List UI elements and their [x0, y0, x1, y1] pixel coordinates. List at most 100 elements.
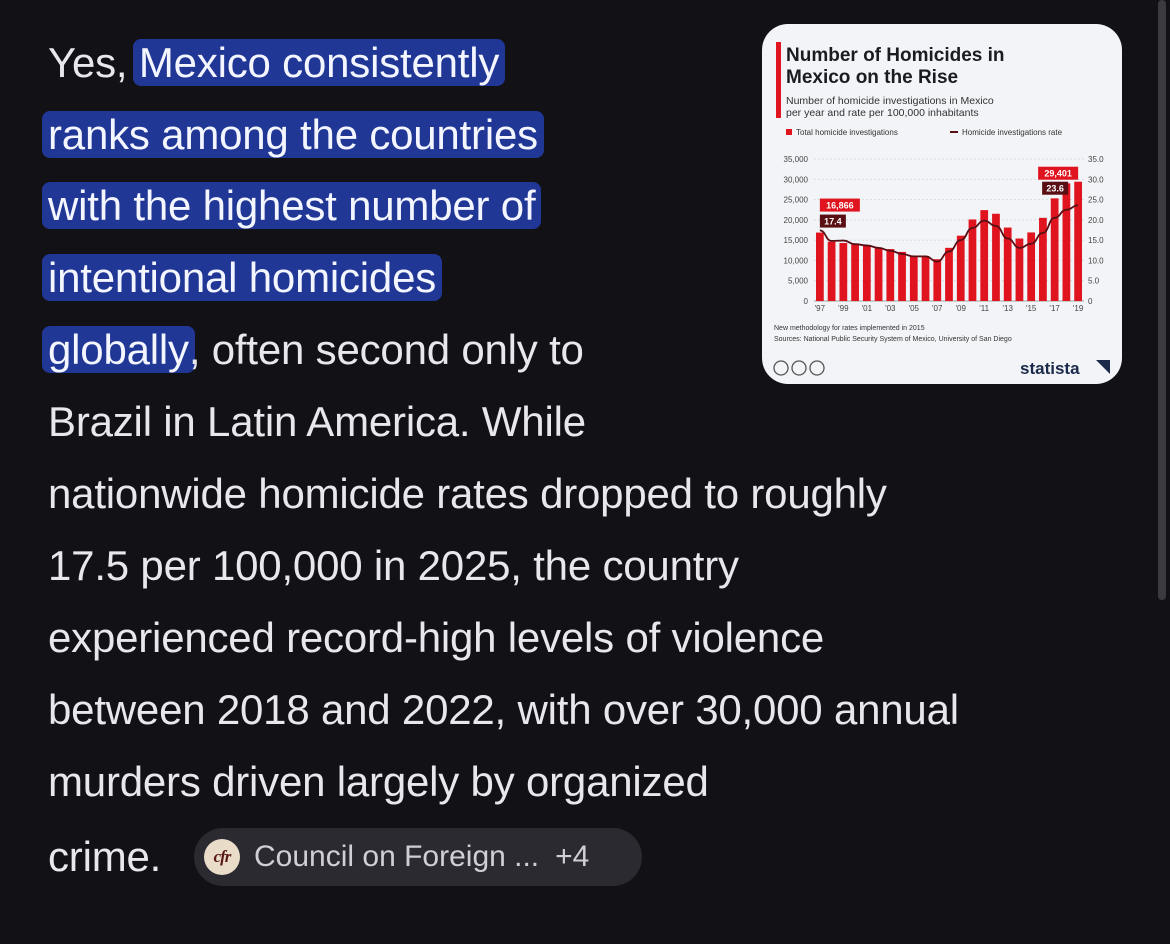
x-tick-label: '15 [1026, 304, 1037, 313]
answer-text: Yes, [48, 39, 139, 86]
svg-text:23.6: 23.6 [1046, 184, 1064, 194]
answer-text: , often second only to [188, 326, 584, 373]
annotation-first-count: 16,866 [819, 198, 860, 212]
answer-line: murders driven largely by organized [48, 758, 709, 805]
bar [851, 244, 859, 301]
x-tick-label: '99 [838, 304, 849, 313]
chart-subtitle-line2: per year and rate per 100,000 inhabitant… [786, 107, 979, 119]
y-tick-label-right: 30.0 [1088, 175, 1104, 184]
y-tick-label-left: 0 [804, 297, 809, 306]
highlighted-text[interactable]: intentional homicides [42, 254, 443, 301]
homicide-chart: Number of Homicides in Mexico on the Ris… [773, 42, 1110, 378]
bar [874, 247, 883, 301]
highlighted-text[interactable]: with the highest number of [42, 182, 542, 229]
highlighted-text[interactable]: Mexico consistently [132, 39, 506, 86]
y-tick-label-left: 10,000 [784, 256, 809, 265]
answer-line: nationwide homicide rates dropped to rou… [48, 470, 887, 517]
y-tick-label-right: 15.0 [1088, 236, 1104, 245]
title-accent-bar [776, 42, 781, 118]
bar [839, 242, 848, 301]
y-tick-label-left: 35,000 [784, 155, 809, 164]
y-tick-label-left: 25,000 [784, 196, 809, 205]
answer-line: with the highest number of [42, 176, 542, 236]
answer-line: crime. [48, 833, 162, 880]
x-tick-label: '11 [979, 304, 989, 313]
annotation-first-rate: 17.4 [819, 214, 846, 228]
annotation-last-count: 29,401 [1038, 166, 1079, 180]
answer-line: between 2018 and 2022, with over 30,000 … [48, 686, 959, 733]
bar [1074, 181, 1083, 301]
bar [1039, 217, 1047, 301]
x-tick-label: '03 [885, 304, 896, 313]
bar [909, 255, 918, 301]
y-tick-label-right: 5.0 [1088, 277, 1100, 286]
bar [827, 241, 836, 301]
bar [1027, 232, 1036, 301]
answer-line: intentional homicides [42, 248, 443, 308]
bar [898, 251, 906, 301]
more-sources-count: +4 [555, 840, 590, 873]
chart-thumbnail[interactable]: Number of Homicides in Mexico on the Ris… [762, 24, 1122, 384]
x-tick-label: '19 [1073, 304, 1084, 313]
bar [945, 247, 953, 301]
bar [886, 249, 895, 301]
rate-line [819, 204, 1079, 263]
svg-text:29,401: 29,401 [1044, 169, 1072, 179]
svg-text:16,866: 16,866 [826, 201, 854, 211]
chart-title-line2: Mexico on the Rise [786, 67, 958, 88]
x-tick-label: '17 [1049, 304, 1060, 313]
y-tick-label-right: 35.0 [1088, 155, 1104, 164]
source-chip[interactable]: cfr Council on Foreign ... +4 [194, 828, 642, 886]
chart-source: Sources: National Public Security System… [774, 336, 1012, 343]
bar [1062, 183, 1071, 301]
x-tick-label: '07 [932, 304, 943, 313]
svg-text:17.4: 17.4 [824, 217, 842, 227]
x-tick-label: '09 [956, 304, 967, 313]
legend-label-bars: Total homicide investigations [796, 128, 898, 137]
y-tick-label-right: 25.0 [1088, 196, 1104, 205]
cfr-logo-icon: cfr [204, 839, 240, 875]
y-tick-label-left: 30,000 [784, 175, 809, 184]
chart-note: New methodology for rates implemented in… [774, 325, 925, 332]
bar [1050, 198, 1059, 301]
answer-line: Yes, Mexico consistently [48, 33, 506, 93]
answer-line: 17.5 per 100,000 in 2025, the country [48, 542, 739, 589]
highlighted-text[interactable]: ranks among the countries [42, 111, 544, 158]
legend-label-line: Homicide investigations rate [962, 128, 1063, 137]
y-tick-label-right: 20.0 [1088, 216, 1104, 225]
x-tick-label: '01 [862, 304, 873, 313]
answer-line: ranks among the countries [42, 105, 544, 165]
statista-mark-icon [1096, 360, 1110, 374]
answer-line: experienced record-high levels of violen… [48, 614, 825, 661]
legend-swatch-bars [786, 129, 792, 135]
bar [933, 259, 942, 301]
x-tick-label: '05 [909, 304, 920, 313]
x-tick-label: '97 [815, 304, 826, 313]
highlighted-text[interactable]: globally [42, 326, 195, 373]
chart-title-line1: Number of Homicides in [786, 45, 1005, 66]
scrollbar[interactable] [1158, 0, 1166, 600]
bar [980, 210, 989, 301]
bar [1015, 238, 1024, 301]
answer-line: Brazil in Latin America. While [48, 398, 586, 445]
y-tick-label-right: 10.0 [1088, 256, 1104, 265]
y-tick-label-left: 20,000 [784, 216, 809, 225]
y-tick-label-right: 0 [1088, 297, 1093, 306]
chart-subtitle-line1: Number of homicide investigations in Mex… [786, 95, 994, 107]
source-label: Council on Foreign ... [254, 840, 540, 873]
legend-swatch-line [950, 131, 958, 133]
bar [815, 232, 824, 301]
y-tick-label-left: 15,000 [784, 236, 809, 245]
bar [956, 235, 965, 301]
annotation-last-rate: 23.6 [1042, 181, 1069, 195]
bar [1003, 227, 1012, 301]
x-tick-label: '13 [1002, 304, 1013, 313]
bar [921, 255, 930, 301]
license-icons [773, 360, 825, 376]
bar [968, 219, 977, 301]
bar [862, 245, 871, 301]
statista-logo: statista [1020, 359, 1080, 378]
y-tick-label-left: 5,000 [788, 277, 809, 286]
bar [992, 213, 1000, 301]
